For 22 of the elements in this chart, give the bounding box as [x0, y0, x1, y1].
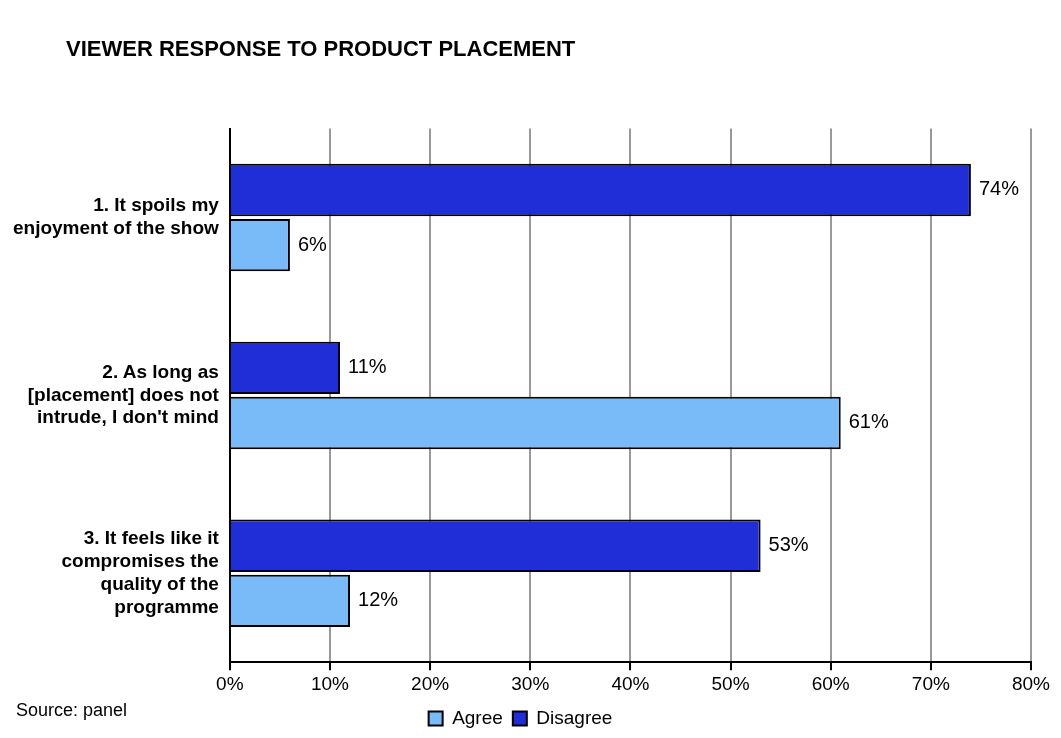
data-label: 61%	[848, 410, 889, 433]
x-tick-label: 60%	[811, 672, 850, 694]
x-tick-label: 80%	[1011, 672, 1051, 694]
chart-title: VIEWER RESPONSE TO PRODUCT PLACEMENT	[66, 36, 576, 62]
x-tick-label: 30%	[511, 672, 550, 694]
y-tick-label: 2. As long as [placement] does not intrude, I don't mind	[27, 360, 220, 428]
x-tick-label: 40%	[611, 672, 650, 694]
data-label: 11%	[348, 355, 387, 378]
x-tick-label: 10%	[310, 672, 350, 694]
data-label: 74%	[978, 177, 1020, 200]
x-tick-label: 0%	[216, 672, 244, 694]
y-tick-label: 1. It spoils my enjoyment of the show	[12, 194, 220, 239]
x-tick-label: 70%	[911, 672, 950, 694]
legend-label: Disagree	[536, 706, 613, 728]
data-label: 12%	[358, 588, 399, 611]
x-tick-label: 20%	[411, 672, 450, 694]
y-tick-label: 3. It feels like it compromises the quality of the programme	[61, 527, 220, 617]
source-note: Source: panel	[16, 700, 128, 721]
x-tick-label: 50%	[711, 672, 750, 694]
data-label: 6%	[297, 232, 328, 255]
legend-label: Agree	[452, 706, 503, 728]
data-label: 53%	[768, 533, 809, 556]
